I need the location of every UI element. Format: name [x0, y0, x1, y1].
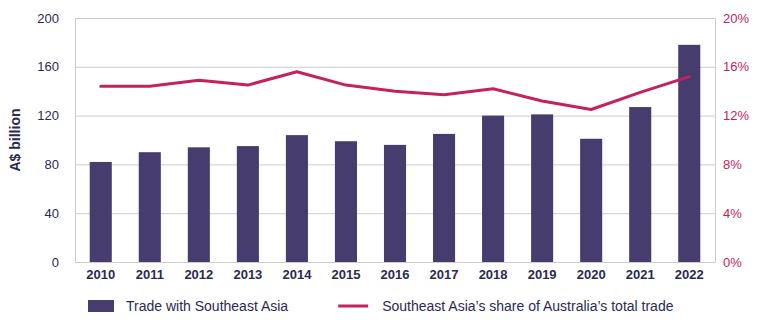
x-tick: 2016: [381, 262, 410, 282]
marks: [90, 45, 701, 262]
line: [101, 72, 690, 110]
y-tick-label: 120: [37, 108, 59, 123]
x-tick-label: 2012: [184, 267, 213, 282]
y2-tick-label: 16%: [723, 59, 749, 74]
x-axis: 2010 2011 2012 2013 2014 2015 2016 2017 2018 2019…: [76, 262, 716, 282]
y-tick-label: 0: [52, 255, 59, 270]
x-tick: 2014: [282, 262, 312, 282]
y2-tick: 16%: [715, 59, 749, 74]
y2-axis-line: [715, 19, 716, 263]
y2-tick: 0%: [715, 255, 742, 270]
x-tick: 2015: [331, 262, 360, 282]
y2-tick: 4%: [715, 206, 742, 221]
y2-tick-label: 20%: [723, 11, 749, 26]
bar: [90, 162, 112, 262]
y2-axis: 0% 4% 8% 12% 16% 20%: [715, 11, 749, 270]
x-tick-label: 2018: [479, 267, 508, 282]
x-tick: 2020: [577, 262, 606, 282]
bar: [139, 152, 161, 262]
legend-item: Trade with Southeast Asia: [88, 298, 288, 314]
x-tick: 2019: [528, 262, 557, 282]
x-tick-label: 2013: [233, 267, 262, 282]
y-tick-label: 40: [45, 206, 59, 221]
plot: 040801201602000%4%8%12%16%20%20102011201…: [37, 11, 749, 283]
y2-tick-label: 0%: [723, 255, 742, 270]
y2-tick-label: 4%: [723, 206, 742, 221]
x-tick-label: 2010: [86, 267, 115, 282]
y-tick: 120: [37, 108, 715, 123]
y-tick-label: 160: [37, 59, 59, 74]
x-tick: 2012: [184, 262, 213, 282]
y-tick-label: 200: [37, 11, 59, 26]
x-tick: 2018: [479, 262, 508, 282]
x-tick: 2021: [626, 262, 655, 282]
y-axis-line: [76, 19, 716, 263]
bar: [580, 139, 602, 262]
chart: 040801201602000%4%8%12%16%20%20102011201…: [0, 0, 773, 320]
y2-tick: 8%: [715, 157, 742, 172]
x-tick-label: 2020: [577, 267, 606, 282]
x-tick-label: 2011: [136, 267, 164, 282]
bar: [433, 134, 455, 262]
x-tick: 2011: [136, 262, 164, 282]
bar: [629, 107, 651, 262]
bar: [286, 135, 308, 262]
grid-line: [75, 262, 715, 263]
legend-label: Southeast Asia’s share of Australia’s to…: [382, 298, 674, 314]
bar: [531, 114, 553, 262]
y2-tick: 20%: [715, 11, 749, 26]
x-tick: 2017: [430, 262, 459, 282]
y2-tick-label: 12%: [723, 108, 749, 123]
y-tick-label: 80: [45, 157, 59, 172]
x-tick: 2013: [233, 262, 262, 282]
x-tick-label: 2022: [675, 267, 704, 282]
bar: [188, 147, 210, 262]
x-tick-label: 2019: [528, 267, 557, 282]
bar: [335, 141, 357, 262]
grid-line: [75, 67, 715, 68]
x-tick-label: 2014: [282, 267, 312, 282]
x-tick: 2022: [675, 262, 704, 282]
grid-line: [75, 116, 715, 117]
legend-swatch: [88, 300, 114, 312]
x-tick: 2010: [86, 262, 115, 282]
legend: Trade with Southeast Asia Southeast Asia’…: [88, 298, 674, 314]
x-tick-label: 2017: [430, 267, 459, 282]
y-axis: 0 40 80 120 160 200: [37, 11, 715, 270]
grid-line: [75, 18, 715, 19]
legend-item: Southeast Asia’s share of Australia’s to…: [338, 298, 674, 314]
x-tick-label: 2016: [381, 267, 410, 282]
bar: [482, 116, 504, 262]
bar: [384, 145, 406, 262]
bar-series: [90, 45, 701, 262]
legend-swatch: [338, 305, 368, 308]
y-tick: 200: [37, 11, 715, 26]
x-axis-line: [76, 262, 716, 263]
x-tick-label: 2015: [331, 267, 360, 282]
x-tick-label: 2021: [626, 267, 655, 282]
legend-label: Trade with Southeast Asia: [126, 298, 288, 314]
y-tick: 160: [37, 59, 715, 74]
y2-tick: 12%: [715, 108, 749, 123]
y2-tick-label: 8%: [723, 157, 742, 172]
y-axis-title: A$ billion: [7, 109, 23, 172]
bar: [237, 146, 259, 262]
